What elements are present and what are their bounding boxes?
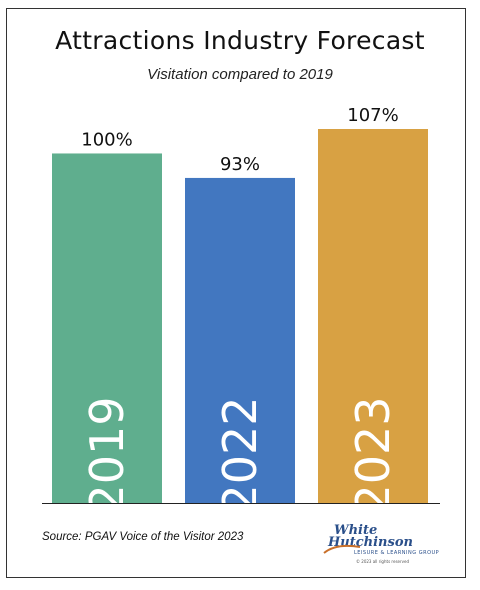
bar-2019 bbox=[52, 153, 162, 503]
bar-2022 bbox=[185, 177, 295, 504]
logo-swoosh-icon bbox=[323, 544, 361, 554]
logo-copyright: © 2023 all rights reserved bbox=[356, 559, 409, 564]
chart-title: Attractions Industry Forecast bbox=[55, 26, 425, 55]
bar-2023 bbox=[318, 129, 428, 503]
category-label-2023: 2023 bbox=[346, 396, 400, 513]
data-label-2023: 107% bbox=[347, 105, 398, 126]
white-hutchinson-logo: White Hutchinson LEISURE & LEARNING GROU… bbox=[322, 523, 442, 573]
logo-tagline: LEISURE & LEARNING GROUP bbox=[354, 550, 440, 556]
category-label-2022: 2022 bbox=[213, 396, 267, 513]
source-note: Source: PGAV Voice of the Visitor 2023 bbox=[42, 531, 244, 543]
category-label-2019: 2019 bbox=[80, 396, 134, 513]
chart-subtitle: Visitation compared to 2019 bbox=[147, 66, 333, 83]
data-label-2019: 100% bbox=[81, 129, 132, 150]
logo-line-1: White bbox=[334, 523, 378, 538]
data-label-2022: 93% bbox=[220, 154, 260, 175]
